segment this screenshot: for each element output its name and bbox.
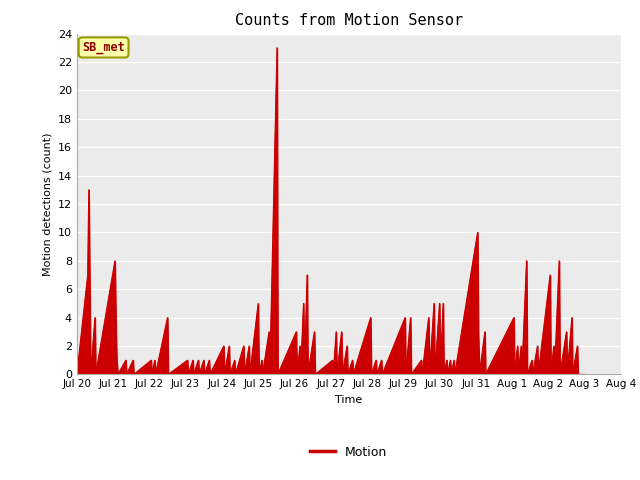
Text: SB_met: SB_met [82,41,125,54]
X-axis label: Time: Time [335,395,362,405]
Y-axis label: Motion detections (count): Motion detections (count) [42,132,52,276]
Legend: Motion: Motion [305,441,392,464]
Title: Counts from Motion Sensor: Counts from Motion Sensor [235,13,463,28]
